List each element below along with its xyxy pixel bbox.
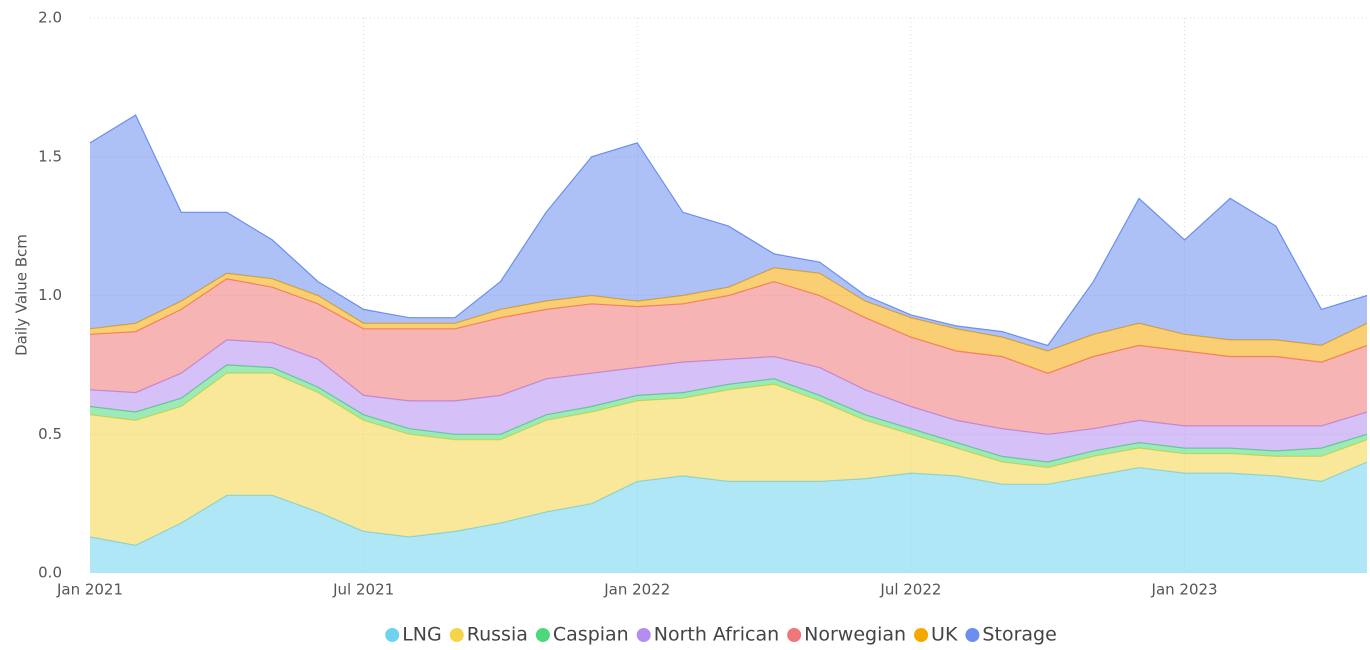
y-tick-label: 0.0 xyxy=(38,564,62,582)
area xyxy=(90,373,1367,546)
legend-marker xyxy=(787,628,802,642)
legend-marker xyxy=(535,628,550,642)
legend-marker xyxy=(449,628,464,642)
legend-label: Caspian xyxy=(553,624,629,646)
legend-label: North African xyxy=(654,624,779,646)
legend: LNG Russia Caspian North African Norwegian UK… xyxy=(385,624,1057,646)
x-tick-label: Jul 2021 xyxy=(332,581,394,599)
legend-marker xyxy=(914,628,929,642)
area xyxy=(90,462,1367,573)
legend-label: Norwegian xyxy=(804,624,906,646)
y-axis-label: Daily Value Bcm xyxy=(13,234,31,356)
legend-marker xyxy=(965,628,980,642)
legend-label: Storage xyxy=(982,624,1056,646)
legend-marker xyxy=(636,628,651,642)
area xyxy=(90,278,1367,435)
y-tick-label: 1.5 xyxy=(38,147,62,165)
y-tick-label: 2.0 xyxy=(38,9,62,27)
y-tick-label: 0.5 xyxy=(38,425,62,443)
area xyxy=(90,267,1367,374)
legend-label: LNG xyxy=(402,624,442,646)
x-tick-label: Jul 2022 xyxy=(879,581,941,599)
y-tick-label: 1.0 xyxy=(38,286,62,304)
x-tick-label: Jan 2023 xyxy=(1151,581,1218,599)
area-line xyxy=(89,114,1368,347)
legend-label: Russia xyxy=(467,624,528,646)
x-tick-label: Jan 2022 xyxy=(603,581,670,599)
legend-label: UK xyxy=(931,624,958,646)
x-tick-label: Jan 2021 xyxy=(56,581,123,599)
area xyxy=(90,339,1367,462)
legend-marker xyxy=(385,628,400,642)
area xyxy=(90,115,1367,351)
area xyxy=(90,364,1367,468)
